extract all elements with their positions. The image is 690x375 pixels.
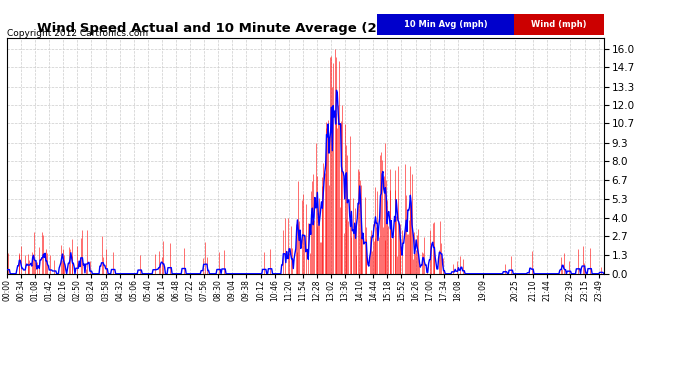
Text: 10 Min Avg (mph): 10 Min Avg (mph) [404, 20, 487, 29]
FancyBboxPatch shape [514, 14, 604, 35]
Title: Wind Speed Actual and 10 Minute Average (24 Hours)  (New) 20121116: Wind Speed Actual and 10 Minute Average … [37, 22, 573, 35]
FancyBboxPatch shape [377, 14, 514, 35]
Text: Copyright 2012 Cartronics.com: Copyright 2012 Cartronics.com [7, 28, 148, 38]
Text: Wind (mph): Wind (mph) [531, 20, 586, 29]
